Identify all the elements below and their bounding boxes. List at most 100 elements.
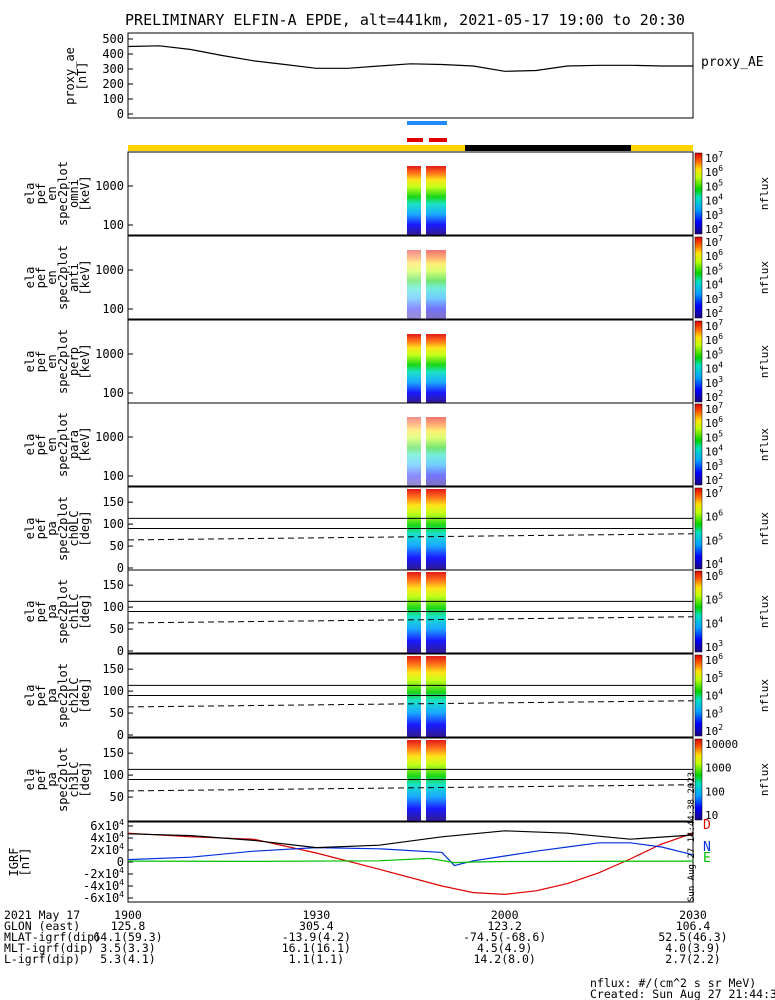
panel-ylabel-line: spec2plot (56, 496, 70, 561)
igrf-ytick-label: 4x104 (90, 830, 124, 845)
ae-ytick-label: 300 (102, 62, 124, 76)
colorbar-tick-label: 100 (705, 785, 725, 798)
footer-row-label: 2021 May 17 (4, 908, 80, 922)
proxy-ae-frame (127, 32, 694, 119)
colorbar (694, 738, 703, 821)
colorbar-tick-label: 106 (705, 164, 723, 179)
panel-s3: 1000100elapefenspec2plotpara[keV]1071061… (23, 401, 771, 487)
colorbar-tick-label: 1000 (705, 762, 732, 775)
ytick-label: 150 (102, 578, 124, 592)
colorbar-tick-label: 104 (705, 444, 723, 459)
ytick-label: 1000 (95, 430, 124, 444)
footer-value: 1.1(1.1) (289, 952, 344, 966)
footer-value: -13.9(4.2) (282, 930, 351, 944)
ae-ytick-label: 200 (102, 77, 124, 91)
panel-ylabel-line: ela (23, 601, 37, 623)
footer-value: 5.3(4.1) (100, 952, 155, 966)
panel-ylabel-line: pef (34, 267, 48, 289)
panel-ylabel-line: [keV] (78, 175, 92, 211)
ae-ytick-label: 400 (102, 47, 124, 61)
igrf-series-N (127, 842, 694, 867)
colorbar-tick-label: 102 (705, 389, 723, 404)
spectrogram-burst-2 (426, 334, 446, 403)
colorbar-tick-label: 10000 (705, 738, 738, 751)
panel-ylabel-line: ela (23, 518, 37, 540)
panel-ylabel-line: ch0LC (67, 510, 81, 546)
panel-ylabel-line: pef (34, 351, 48, 373)
spectrogram-burst-2 (426, 740, 446, 821)
colorbar (694, 487, 703, 570)
igrf-frame (127, 821, 694, 903)
proxy-ae-ylabel: proxy_ae[nT] (63, 47, 89, 105)
colorbar-tick-label: 102 (705, 305, 723, 320)
colorbar-label: nflux (758, 763, 771, 796)
ytick-label: 100 (102, 302, 124, 316)
figure-title: PRELIMINARY ELFIN-A EPDE, alt=441km, 202… (125, 11, 685, 29)
colorbar-tick-label: 104 (705, 688, 723, 703)
colorbar-tick-label: 104 (705, 361, 723, 376)
colorbar-tick-label: 107 (705, 234, 723, 249)
spectrogram-burst-1 (407, 334, 421, 403)
igrf-legend-d: D (703, 818, 711, 833)
ytick-label: 100 (102, 469, 124, 483)
ytick-label: 0 (117, 561, 124, 575)
igrf-series-total (127, 830, 694, 849)
sunlit-bar-2 (631, 145, 693, 151)
colorbar-tick-label: 106 (705, 248, 723, 263)
panel-ylabel-line: ch3LC (67, 761, 81, 797)
panel-ylabel-line: pa (45, 521, 59, 535)
panel-ylabel-line: en (45, 270, 59, 284)
igrf-legend-e: E (703, 851, 711, 866)
footer-value: -74.5(-68.6) (463, 930, 546, 944)
colorbar-tick-label: 103 (705, 705, 723, 720)
panel-s0: 1000100elapefenspec2plotomni[keV]1071061… (23, 150, 771, 236)
colorbar-tick-label: 105 (705, 346, 723, 361)
panel-ylabel-line: pa (45, 772, 59, 786)
panel-ylabel-line: pa (45, 688, 59, 702)
ytick-label: 150 (102, 746, 124, 760)
panel-ylabel-line: ela (23, 183, 37, 205)
colorbar-label: nflux (758, 177, 771, 210)
spectrogram-burst-2 (426, 417, 446, 486)
colorbar-tick-label: 10 (705, 809, 718, 822)
science-zone-blue-bar (407, 121, 447, 125)
panel-ylabel-line: pef (34, 769, 48, 791)
colorbar-tick-label: 103 (705, 639, 723, 654)
shadow-bar (465, 145, 631, 151)
panel-ylabel-line: ela (23, 769, 37, 791)
panel-ylabel-line: spec2plot (56, 245, 70, 310)
proxy-ae-legend: proxy_AE (701, 55, 764, 70)
spectrogram-burst-1 (407, 250, 421, 319)
ytick-label: 50 (110, 706, 124, 720)
footer-value: 2030 (679, 908, 707, 922)
anti-loss-cone-line (127, 700, 694, 708)
ytick-label: 1000 (95, 347, 124, 361)
colorbar-tick-label: 107 (705, 401, 723, 416)
colorbar-tick-label: 106 (705, 652, 723, 667)
colorbar-tick-label: 105 (705, 262, 723, 277)
panel-ylabel-line: pef (34, 183, 48, 205)
colorbar (694, 570, 703, 653)
colorbar-tick-label: 102 (705, 472, 723, 487)
units-note: nflux: #/(cm^2 s sr MeV) (590, 976, 756, 990)
panel-ylabel-line: spec2plot (56, 747, 70, 812)
ytick-label: 150 (102, 662, 124, 676)
colorbar-tick-label: 103 (705, 458, 723, 473)
colorbar-tick-label: 103 (705, 291, 723, 306)
ytick-label: 100 (102, 600, 124, 614)
spectrogram-burst-2 (426, 572, 446, 653)
panel-ylabel-line: pef (34, 518, 48, 540)
igrf-ytick-label: 0 (117, 855, 124, 869)
spectrogram-burst-2 (426, 489, 446, 570)
colorbar-label: nflux (758, 428, 771, 461)
footer-value: 3.5(3.3) (100, 941, 155, 955)
spectrogram-burst-1 (407, 656, 421, 737)
colorbar-tick-label: 103 (705, 375, 723, 390)
panel-ylabel-line: ch1LC (67, 593, 81, 629)
igrf-ytick-label: 6x104 (90, 818, 124, 833)
ytick-label: 100 (102, 517, 124, 531)
science-zone-indicators (128, 121, 693, 151)
ytick-label: 0 (117, 728, 124, 742)
colorbar-tick-label: 107 (705, 485, 723, 500)
